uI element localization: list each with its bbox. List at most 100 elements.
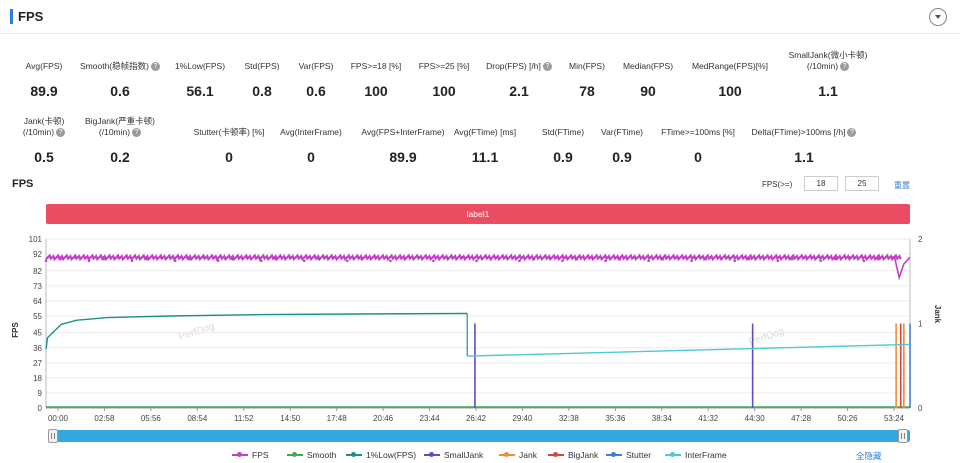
fps-point xyxy=(633,256,636,259)
metric-value: 0 xyxy=(225,149,233,165)
legend-swatch-icon xyxy=(232,452,248,457)
fps-point xyxy=(589,256,593,259)
metric-metrics_row2-9: Delta(FTime)>100ms [/h]? 1.1 xyxy=(744,127,864,167)
legend-swatch-icon xyxy=(548,452,564,457)
metric-metrics_row2-6: Std(FTime) 0.9 xyxy=(503,127,623,167)
metric-metrics_row1-0: Avg(FPS) 89.9 xyxy=(0,61,104,101)
metric-value: 0.5 xyxy=(34,149,54,165)
fps-point xyxy=(188,257,191,261)
help-icon[interactable]: ? xyxy=(847,128,857,138)
metric-value: 0.9 xyxy=(612,149,632,165)
fps-point xyxy=(259,259,263,263)
x-tick-label: 11:52 xyxy=(234,414,254,423)
fps-point xyxy=(417,256,421,259)
range-end-handle[interactable] xyxy=(898,429,908,443)
fps-point xyxy=(661,257,665,261)
legend-label: SmallJank xyxy=(444,450,484,460)
legend-item-smooth[interactable]: Smooth xyxy=(287,450,357,460)
legend-label: Jank xyxy=(519,450,537,460)
metric-metrics_row1-5: FPS>=18 [%] 100 xyxy=(316,61,436,101)
fps-point xyxy=(73,256,76,259)
help-icon[interactable]: ? xyxy=(542,62,552,72)
reset-link[interactable]: 重置 xyxy=(894,181,910,190)
hide-all-link[interactable]: 全隐藏 xyxy=(856,451,882,461)
metric-label-text: Drop(FPS) [/h] xyxy=(486,61,541,71)
legend-item-interframe[interactable]: InterFrame xyxy=(665,450,735,460)
y-tick-label: 55 xyxy=(33,312,42,321)
help-icon[interactable]: ? xyxy=(132,128,142,138)
fps-point xyxy=(102,257,105,261)
fps-point xyxy=(503,256,507,259)
metric-label: Std(FTime) xyxy=(541,127,585,137)
metric-metrics_row2-8: FTime>=100ms [%] 0 xyxy=(638,127,758,167)
metric-label: 1%Low(FPS) xyxy=(174,61,226,71)
help-icon[interactable]: ? xyxy=(840,62,850,72)
fps-point xyxy=(676,256,679,259)
legend-item-smalljank[interactable]: SmallJank xyxy=(424,450,494,460)
fps-point xyxy=(848,256,851,259)
header-accent-bar xyxy=(10,9,13,24)
x-tick-label: 44:30 xyxy=(745,414,766,423)
fps-point xyxy=(460,256,464,259)
y-tick-label: 36 xyxy=(33,344,42,353)
collapse-chevron-icon[interactable] xyxy=(929,8,947,26)
metric-value: 100 xyxy=(364,83,388,99)
legend-swatch-icon xyxy=(499,452,515,457)
metric-label: MedRange(FPS)[%] xyxy=(691,61,769,71)
metric-label: Avg(FTime) [ms] xyxy=(453,127,517,137)
fps-point xyxy=(202,256,206,259)
range-start-handle[interactable] xyxy=(48,429,58,443)
legend-item-stutter[interactable]: Stutter xyxy=(606,450,676,460)
y-tick-label: 0 xyxy=(38,404,43,413)
metric-metrics_row2-4: Avg(FPS+InterFrame) 89.9 xyxy=(343,127,463,167)
metric-label: Var(FPS) xyxy=(298,61,334,71)
x-tick-label: 17:48 xyxy=(327,414,348,423)
legend-item-jank[interactable]: Jank xyxy=(499,450,569,460)
label-band[interactable]: label1 xyxy=(46,204,910,224)
fps-threshold-input-1[interactable]: 18 xyxy=(804,176,838,191)
metric-label-unit: (/10min)? xyxy=(0,127,104,138)
y2-tick-label: 2 xyxy=(918,235,923,244)
fps-threshold-input-2[interactable]: 25 xyxy=(845,176,879,191)
legend-item-1-low-fps-[interactable]: 1%Low(FPS) xyxy=(346,450,416,460)
fps-series-line xyxy=(45,253,902,262)
metric-metrics_row2-7: Var(FTime) 0.9 xyxy=(562,127,682,167)
metric-label-text: Delta(FTime)>100ms [/h] xyxy=(751,127,846,137)
metric-label-unit: (/10min)? xyxy=(60,127,180,138)
fps-point xyxy=(245,256,249,259)
y-tick-label: 45 xyxy=(33,329,42,338)
legend-swatch-icon xyxy=(665,452,681,457)
fps-chart: PerfDog PerfDog 091827364555647382921010… xyxy=(11,235,942,423)
fps-point xyxy=(303,259,306,263)
fps-point xyxy=(546,256,550,259)
metric-metrics_row1-9: Median(FPS) 90 xyxy=(588,61,708,101)
help-icon[interactable]: ? xyxy=(56,128,66,138)
legend-item-bigjank[interactable]: BigJank xyxy=(548,450,618,460)
metric-value: 0.6 xyxy=(306,83,326,99)
fps-point xyxy=(819,259,823,263)
legend-label: BigJank xyxy=(568,450,599,460)
x-tick-label: 50:26 xyxy=(838,414,859,423)
legend-item-fps[interactable]: FPS xyxy=(232,450,302,460)
fps-point xyxy=(762,256,765,259)
metric-label: Median(FPS) xyxy=(622,61,674,71)
x-tick-label: 35:36 xyxy=(605,414,626,423)
metric-metrics_row1-10: MedRange(FPS)[%] 100 xyxy=(670,61,790,101)
fps-point xyxy=(446,257,450,261)
metric-label: Smooth(稳帧指数)? xyxy=(60,61,180,72)
legend-label: 1%Low(FPS) xyxy=(366,450,417,460)
fps-point xyxy=(647,259,650,263)
fps-point xyxy=(159,256,163,259)
metric-label: Avg(FPS) xyxy=(25,61,63,71)
x-tick-label: 53:24 xyxy=(884,414,905,423)
help-icon[interactable]: ? xyxy=(150,62,160,72)
metric-value: 0.9 xyxy=(553,149,573,165)
y-tick-label: 27 xyxy=(33,359,42,368)
metric-label: FPS>=25 [%] xyxy=(418,61,470,71)
x-tick-label: 26:42 xyxy=(466,414,487,423)
time-range-slider[interactable] xyxy=(48,429,910,443)
y2-tick-label: 1 xyxy=(918,320,923,329)
fps-point xyxy=(690,259,693,263)
metric-value: 78 xyxy=(579,83,595,99)
metric-label: Std(FPS) xyxy=(244,61,280,71)
